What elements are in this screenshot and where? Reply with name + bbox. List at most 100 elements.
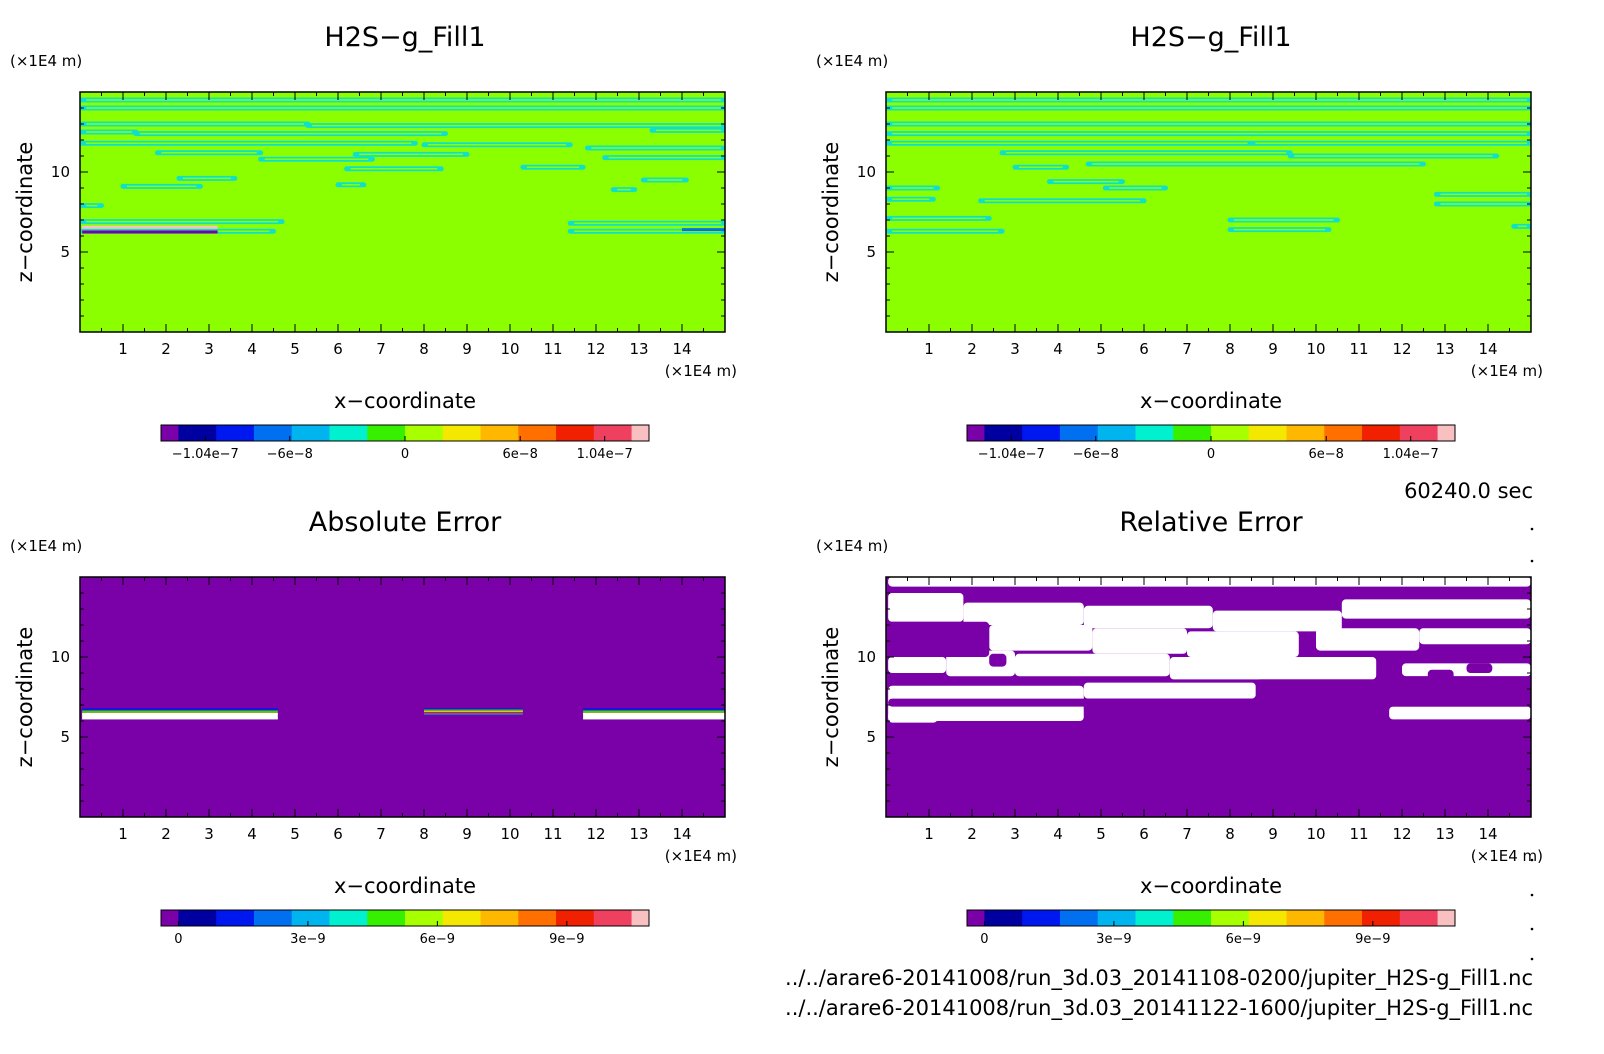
x-tick-label: 2 [967,340,977,358]
colorbar-cell [405,425,444,441]
x-tick-label: 6 [333,340,343,358]
colorbar-cell [1211,425,1250,441]
value-region [1255,679,1377,699]
colorbar-cell [1135,910,1174,926]
side-dots [1530,527,1534,961]
x-tick-label: 8 [1225,340,1235,358]
colorbar-cell [593,425,633,441]
error-band-layer [82,710,278,713]
undefined-region [1212,610,1342,632]
x-tick-label: 3 [204,340,214,358]
colorbar-tick-label: −1.04e−7 [172,447,239,462]
colorbar-tick-label: 6e−8 [1308,447,1343,462]
x-tick-label: 3 [1010,825,1020,843]
colorbar-cell [442,910,482,926]
colorbar-cell [291,425,330,441]
x-tick-label: 3 [1010,340,1020,358]
x-tick-label: 2 [161,340,171,358]
value-region [1427,669,1454,681]
colorbar-cell [216,425,255,441]
colorbar-tick-label: 1.04e−7 [577,447,633,462]
x-tick-label: 4 [247,825,257,843]
file-path-2: ../../arare6-20141008/run_3d.03_20141122… [785,996,1533,1021]
colorbar-cell [984,425,1023,441]
value-region [989,653,1007,667]
x-tick-label: 9 [462,825,472,843]
y-tick-label: 10 [51,648,70,666]
x-axis-label: x−coordinate [1140,874,1282,898]
x-tick-label: 2 [967,825,977,843]
colorbar: 0 3e−9 6e−9 9e−9 [966,909,1456,947]
colorbar: −1.04e−7 −6e−8 0 6e−8 1.04e−7 [966,424,1456,462]
colorbar-cell [1437,425,1456,441]
undefined-region [963,602,1084,625]
colorbar-cell [1362,910,1401,926]
colorbar-cell [329,910,368,926]
x-tick-label: 1 [118,340,128,358]
colorbar-cell [161,425,179,441]
colorbar-cell [480,425,519,441]
y-unit-label: (×1E4 m) [10,537,82,555]
x-tick-label: 3 [204,825,214,843]
colorbar-tick-label: 0 [1207,447,1215,462]
colorbar-cell [405,910,444,926]
y-unit-label: (×1E4 m) [816,52,888,70]
x-tick-label: 14 [672,340,691,358]
panel-3: Absolute Error(×1E4 m)1 2 3 4 5 6 7 8 9 10 11 12 13 1… [10,507,737,947]
colorbar-cell [253,425,293,441]
colorbar-cell [1324,425,1363,441]
value-region [1083,698,1390,720]
y-tick-label: 5 [866,728,876,746]
undefined-region [1402,663,1531,677]
colorbar-frame [966,909,1456,927]
x-axis-label: x−coordinate [334,389,476,413]
x-tick-label: 8 [419,825,429,843]
colorbar-cell [593,910,633,926]
error-band-layer [424,708,523,710]
colorbar-cell [1022,425,1061,441]
undefined-region [1092,628,1187,654]
y-tick-label: 10 [857,648,876,666]
panel-title: Absolute Error [309,507,502,538]
colorbar-cell [253,910,293,926]
colorbar-cell [1437,910,1456,926]
x-tick-label: 1 [118,825,128,843]
y-tick-label: 10 [51,163,70,181]
colorbar-cell [556,425,595,441]
x-tick-label: 6 [1139,825,1149,843]
undefined-region [1083,682,1256,699]
colorbar-cell [178,425,217,441]
colorbar-cell [1173,910,1212,926]
colorbar-cell [1399,910,1439,926]
colorbar-cell [1059,910,1099,926]
x-tick-label: 14 [1478,340,1497,358]
colorbar: −1.04e−7 −6e−8 0 6e−8 1.04e−7 [160,424,650,462]
error-band-layer [583,708,725,711]
x-tick-label: 10 [1306,825,1325,843]
undefined-region [888,593,964,622]
time-label: 60240.0 sec [1404,479,1533,503]
x-tick-label: 8 [1225,825,1235,843]
panel-title: H2S−g_Fill1 [324,22,485,53]
x-unit-label: (×1E4 m) [665,362,737,380]
value-region [888,621,990,657]
colorbar-cell [1286,910,1325,926]
colorbar-tick-label: 1.04e−7 [1383,447,1439,462]
colorbar-cell [631,910,650,926]
x-tick-label: 11 [1349,340,1368,358]
undefined-region [1187,631,1299,657]
x-tick-label: 13 [629,825,648,843]
colorbar-cell [1135,425,1174,441]
x-tick-label: 9 [1268,340,1278,358]
x-tick-label: 9 [462,340,472,358]
x-unit-label: (×1E4 m) [665,847,737,865]
plot-area [80,92,725,332]
colorbar-cell [1248,425,1288,441]
colorbar-cell [967,910,985,926]
error-band-layer [82,708,278,711]
field-background [80,577,725,817]
x-tick-label: 4 [1053,340,1063,358]
x-tick-label: 12 [586,825,605,843]
undefined-region [1083,605,1213,629]
